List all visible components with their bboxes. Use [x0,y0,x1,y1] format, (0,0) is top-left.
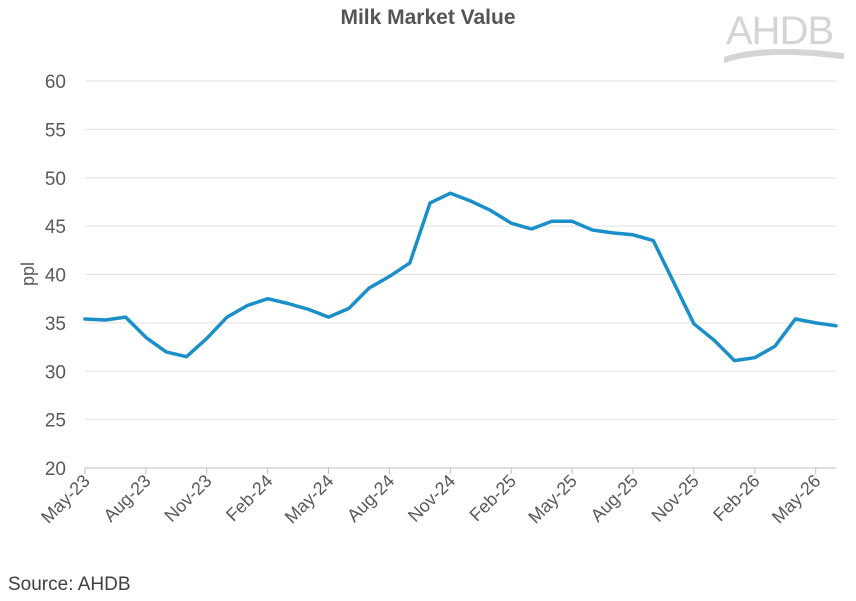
x-tick-label: Aug-25 [587,471,642,526]
y-tick-label: 35 [45,314,66,335]
y-tick-label: 55 [45,120,66,141]
y-tick-label: 40 [45,266,66,287]
gridlines [85,80,836,421]
x-axis: May-23 Aug-23 Nov-23 Feb-24 May-24 Aug-24 Nov-… [37,467,836,528]
source-note: Source: AHDB [8,574,131,595]
x-tick-label: Nov-23 [160,471,215,526]
series-layer [83,191,838,363]
logo-swoosh [724,48,844,63]
y-tick-label: 60 [45,72,66,93]
y-axis: 20 25 30 35 40 45 50 55 60 [45,72,66,480]
milk-market-value-line [83,191,838,363]
x-tick-label: Feb-25 [466,471,520,525]
y-axis-title: ppl [18,262,38,286]
y-tick-label: 45 [45,217,66,238]
x-tick-label: Feb-24 [222,471,276,525]
chart-title: Milk Market Value [340,6,516,29]
y-tick-label: 50 [45,169,66,190]
x-tick-label: Nov-25 [648,471,703,526]
x-tick-label: Aug-24 [343,471,398,526]
ahdb-logo: AHDB [724,9,844,63]
logo-text: AHDB [726,9,833,53]
x-tick-label: Nov-24 [404,471,459,526]
y-tick-label: 25 [45,411,66,432]
x-tick-label: May-25 [524,471,581,528]
x-tick-label: May-24 [281,471,338,528]
y-tick-label: 20 [45,459,66,480]
x-tick-label: May-26 [768,471,825,528]
x-tick-label: Aug-23 [100,471,155,526]
y-tick-label: 30 [45,362,66,383]
x-tick-label: Feb-26 [709,471,763,525]
